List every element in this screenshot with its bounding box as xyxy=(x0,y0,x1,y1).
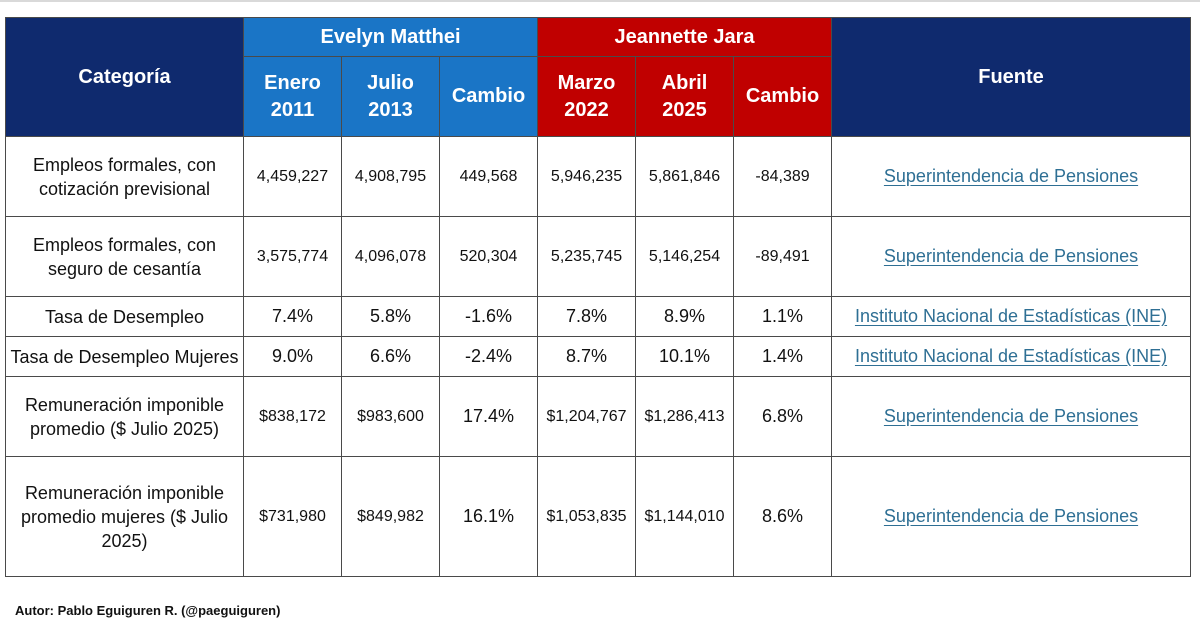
cell-value: 449,568 xyxy=(438,136,539,217)
header-group-matthei: Evelyn Matthei xyxy=(242,17,539,57)
cell-value: 8.9% xyxy=(635,296,735,337)
cell-value: $838,172 xyxy=(243,376,342,457)
cell-value: -1.6% xyxy=(438,296,539,337)
source-link[interactable]: Superintendencia de Pensiones xyxy=(883,166,1139,186)
cell-value: 6.8% xyxy=(733,376,833,457)
source-link[interactable]: Superintendencia de Pensiones xyxy=(883,506,1139,526)
cell-value: $1,286,413 xyxy=(635,376,735,457)
table-row: Empleos formales, con seguro de cesantía… xyxy=(5,216,1192,297)
source-link[interactable]: Instituto Nacional de Estadísticas (INE) xyxy=(854,306,1168,326)
row-categoria: Empleos formales, con seguro de cesantía xyxy=(5,216,244,297)
table-row: Remuneración imponible promedio ($ Julio… xyxy=(5,376,1192,457)
cell-value: $731,980 xyxy=(243,456,342,577)
cell-value: 9.0% xyxy=(243,336,342,377)
row-fuente: Instituto Nacional de Estadísticas (INE) xyxy=(831,336,1192,377)
cell-value: 16.1% xyxy=(438,456,539,577)
comparison-table: Categoría Evelyn Matthei Jeannette Jara … xyxy=(5,17,1192,577)
row-fuente: Superintendencia de Pensiones xyxy=(831,216,1192,297)
cell-value: 8.6% xyxy=(733,456,833,577)
cell-value: 5,146,254 xyxy=(635,216,735,297)
top-divider xyxy=(0,0,1200,2)
cell-value: 5,861,846 xyxy=(635,136,735,217)
row-categoria: Tasa de Desempleo Mujeres xyxy=(5,336,244,377)
row-categoria: Tasa de Desempleo xyxy=(5,296,244,337)
cell-value: 3,575,774 xyxy=(243,216,342,297)
table-row: Empleos formales, con cotización previsi… xyxy=(5,136,1192,217)
header-categoria: Categoría xyxy=(5,17,244,137)
cell-value: 4,908,795 xyxy=(341,136,440,217)
row-fuente: Instituto Nacional de Estadísticas (INE) xyxy=(831,296,1192,337)
cell-value: $1,204,767 xyxy=(537,376,637,457)
cell-value: 6.6% xyxy=(341,336,440,377)
table-row: Remuneración imponible promedio mujeres … xyxy=(5,456,1192,577)
cell-value: 5.8% xyxy=(341,296,440,337)
cell-value: $1,053,835 xyxy=(537,456,637,577)
source-link[interactable]: Superintendencia de Pensiones xyxy=(883,406,1139,426)
source-link[interactable]: Superintendencia de Pensiones xyxy=(883,246,1139,266)
cell-value: $1,144,010 xyxy=(635,456,735,577)
header-col-abril-2025: Abril 2025 xyxy=(635,56,735,137)
cell-value: 520,304 xyxy=(438,216,539,297)
cell-value: 8.7% xyxy=(537,336,637,377)
cell-value: 10.1% xyxy=(635,336,735,377)
cell-value: 1.1% xyxy=(733,296,833,337)
table-row: Tasa de Desempleo Mujeres 9.0% 6.6% -2.4… xyxy=(5,336,1192,377)
cell-value: 4,459,227 xyxy=(243,136,342,217)
cell-value: -2.4% xyxy=(438,336,539,377)
header-col-cambio-matthei: Cambio xyxy=(438,56,539,137)
cell-value: $983,600 xyxy=(341,376,440,457)
cell-value: 4,096,078 xyxy=(341,216,440,297)
cell-value: 7.4% xyxy=(243,296,342,337)
cell-value: -84,389 xyxy=(733,136,833,217)
row-categoria: Empleos formales, con cotización previsi… xyxy=(5,136,244,217)
cell-value: 5,946,235 xyxy=(537,136,637,217)
row-fuente: Superintendencia de Pensiones xyxy=(831,456,1192,577)
cell-value: 1.4% xyxy=(733,336,833,377)
row-categoria: Remuneración imponible promedio mujeres … xyxy=(5,456,244,577)
source-link[interactable]: Instituto Nacional de Estadísticas (INE) xyxy=(854,346,1168,366)
header-col-julio-2013: Julio 2013 xyxy=(341,56,440,137)
header-col-cambio-jara: Cambio xyxy=(733,56,833,137)
header-col-marzo-2022: Marzo 2022 xyxy=(537,56,637,137)
header-group-jara: Jeannette Jara xyxy=(537,17,833,57)
cell-value: 5,235,745 xyxy=(537,216,637,297)
cell-value: $849,982 xyxy=(341,456,440,577)
cell-value: 7.8% xyxy=(537,296,637,337)
cell-value: -89,491 xyxy=(733,216,833,297)
header-fuente: Fuente xyxy=(831,17,1192,137)
table-row: Tasa de Desempleo 7.4% 5.8% -1.6% 7.8% 8… xyxy=(5,296,1192,337)
author-credit: Autor: Pablo Eguiguren R. (@paeguiguren) xyxy=(15,603,281,618)
row-categoria: Remuneración imponible promedio ($ Julio… xyxy=(5,376,244,457)
header-col-enero-2011: Enero 2011 xyxy=(243,56,342,137)
row-fuente: Superintendencia de Pensiones xyxy=(831,376,1192,457)
row-fuente: Superintendencia de Pensiones xyxy=(831,136,1192,217)
cell-value: 17.4% xyxy=(438,376,539,457)
